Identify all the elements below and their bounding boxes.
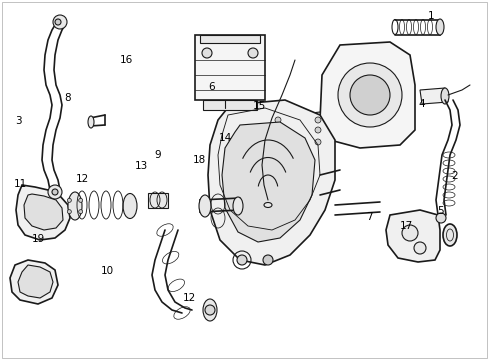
- Polygon shape: [385, 210, 439, 262]
- Circle shape: [204, 305, 215, 315]
- Polygon shape: [222, 122, 314, 242]
- Text: 11: 11: [14, 179, 27, 189]
- Ellipse shape: [435, 19, 443, 35]
- Text: 9: 9: [154, 150, 161, 160]
- Polygon shape: [294, 112, 321, 148]
- Circle shape: [79, 210, 82, 213]
- Text: 12: 12: [183, 293, 196, 303]
- Circle shape: [314, 127, 320, 133]
- Circle shape: [274, 127, 281, 133]
- Text: 10: 10: [101, 266, 114, 276]
- Polygon shape: [207, 100, 334, 265]
- Circle shape: [202, 48, 212, 58]
- Ellipse shape: [199, 195, 210, 217]
- Circle shape: [274, 117, 281, 123]
- Circle shape: [314, 117, 320, 123]
- Text: 4: 4: [417, 99, 424, 109]
- Text: 2: 2: [450, 171, 457, 181]
- Circle shape: [247, 48, 258, 58]
- Ellipse shape: [203, 299, 217, 321]
- Text: 7: 7: [365, 212, 372, 222]
- Text: 8: 8: [64, 93, 71, 103]
- Circle shape: [52, 189, 58, 195]
- Text: 15: 15: [252, 101, 265, 111]
- Polygon shape: [18, 265, 53, 298]
- Circle shape: [337, 63, 401, 127]
- Circle shape: [55, 19, 61, 25]
- Ellipse shape: [68, 192, 82, 220]
- Ellipse shape: [123, 194, 137, 219]
- Text: 5: 5: [436, 206, 443, 216]
- Circle shape: [237, 255, 246, 265]
- Ellipse shape: [232, 197, 243, 215]
- Circle shape: [413, 242, 425, 254]
- Circle shape: [435, 213, 445, 223]
- Text: 18: 18: [192, 155, 206, 165]
- Polygon shape: [319, 42, 414, 148]
- Circle shape: [53, 15, 67, 29]
- Circle shape: [401, 225, 417, 241]
- Text: 19: 19: [31, 234, 45, 244]
- Text: 3: 3: [15, 116, 22, 126]
- Text: 6: 6: [207, 82, 214, 92]
- Polygon shape: [10, 260, 58, 304]
- Polygon shape: [200, 35, 260, 43]
- Circle shape: [274, 139, 281, 145]
- Circle shape: [314, 139, 320, 145]
- Text: 14: 14: [218, 132, 231, 143]
- Polygon shape: [16, 185, 70, 240]
- Polygon shape: [274, 115, 299, 150]
- Circle shape: [48, 185, 62, 199]
- Text: 17: 17: [399, 221, 413, 231]
- Ellipse shape: [88, 116, 94, 128]
- Text: 16: 16: [119, 55, 133, 66]
- Polygon shape: [148, 193, 168, 208]
- Polygon shape: [24, 194, 63, 230]
- Ellipse shape: [440, 88, 448, 104]
- Text: 1: 1: [427, 11, 434, 21]
- Circle shape: [67, 198, 71, 202]
- Text: 13: 13: [135, 161, 148, 171]
- Text: 12: 12: [75, 174, 89, 184]
- Polygon shape: [419, 88, 447, 104]
- Circle shape: [79, 198, 82, 202]
- Circle shape: [349, 75, 389, 115]
- Circle shape: [263, 255, 272, 265]
- Polygon shape: [203, 100, 257, 110]
- Circle shape: [67, 210, 71, 213]
- Ellipse shape: [264, 202, 271, 207]
- Ellipse shape: [442, 224, 456, 246]
- Polygon shape: [195, 35, 264, 100]
